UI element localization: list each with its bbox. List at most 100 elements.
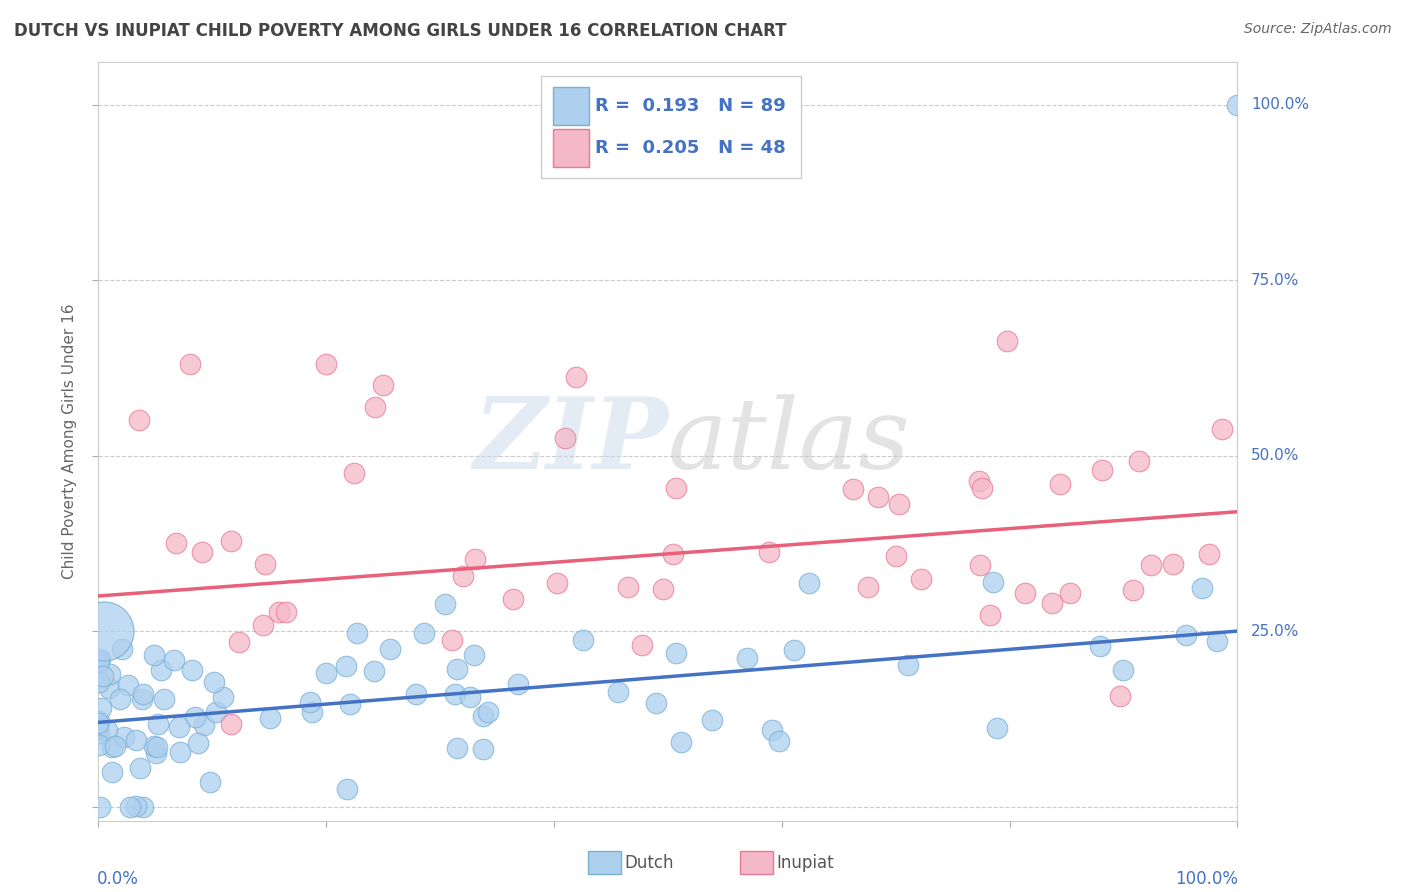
Point bbox=[87, 675, 110, 690]
Point bbox=[443, 688, 465, 702]
Point bbox=[1112, 663, 1135, 677]
Point bbox=[472, 742, 495, 756]
Point bbox=[343, 466, 366, 480]
Text: 100.0%: 100.0% bbox=[1175, 870, 1239, 888]
Text: 25.0%: 25.0% bbox=[1251, 624, 1299, 639]
Point bbox=[169, 745, 191, 759]
Point bbox=[645, 697, 668, 711]
Point bbox=[761, 723, 783, 737]
Point bbox=[433, 597, 456, 611]
Point bbox=[630, 638, 652, 652]
Point bbox=[1139, 558, 1161, 572]
Point bbox=[735, 650, 758, 665]
Point bbox=[986, 722, 1008, 736]
Point bbox=[506, 677, 529, 691]
Point bbox=[969, 558, 991, 573]
Point bbox=[856, 581, 879, 595]
Text: R =  0.205   N = 48: R = 0.205 N = 48 bbox=[595, 139, 786, 157]
Point bbox=[471, 709, 494, 723]
Point bbox=[702, 713, 724, 727]
Point bbox=[572, 632, 595, 647]
Point bbox=[477, 705, 499, 719]
Point bbox=[87, 716, 110, 731]
Point bbox=[446, 662, 468, 676]
Point bbox=[112, 731, 135, 745]
Point bbox=[191, 545, 214, 559]
Point bbox=[89, 726, 111, 740]
Point bbox=[363, 664, 385, 678]
Point bbox=[87, 657, 110, 672]
Point bbox=[1122, 583, 1144, 598]
Point bbox=[868, 490, 890, 504]
Point bbox=[1128, 453, 1150, 467]
Point bbox=[146, 716, 169, 731]
Point bbox=[146, 739, 169, 754]
Point bbox=[405, 687, 427, 701]
Point bbox=[124, 733, 146, 747]
Point bbox=[995, 334, 1018, 349]
Point bbox=[274, 605, 297, 619]
Text: Source: ZipAtlas.com: Source: ZipAtlas.com bbox=[1244, 22, 1392, 37]
Point bbox=[128, 413, 150, 427]
Point bbox=[617, 580, 640, 594]
Point bbox=[463, 648, 485, 662]
Point bbox=[89, 652, 111, 666]
Point bbox=[607, 684, 630, 698]
Point bbox=[301, 705, 323, 719]
Point bbox=[910, 572, 932, 586]
Point bbox=[967, 474, 990, 488]
Point bbox=[163, 653, 186, 667]
Point bbox=[1191, 581, 1213, 595]
Point bbox=[1109, 689, 1132, 703]
Point bbox=[661, 547, 683, 561]
Point bbox=[981, 575, 1004, 590]
Text: 75.0%: 75.0% bbox=[1251, 273, 1299, 287]
Text: Dutch: Dutch bbox=[624, 854, 673, 871]
Point bbox=[336, 782, 359, 797]
Point bbox=[228, 635, 250, 649]
Point bbox=[378, 641, 401, 656]
Point bbox=[117, 678, 139, 692]
Point bbox=[211, 690, 233, 705]
Point bbox=[1049, 476, 1071, 491]
Point bbox=[120, 799, 142, 814]
Point bbox=[132, 687, 155, 701]
Point bbox=[143, 739, 166, 753]
Point bbox=[335, 659, 357, 673]
Text: DUTCH VS INUPIAT CHILD POVERTY AMONG GIRLS UNDER 16 CORRELATION CHART: DUTCH VS INUPIAT CHILD POVERTY AMONG GIR… bbox=[14, 22, 786, 40]
Point bbox=[129, 761, 152, 775]
Point bbox=[149, 663, 172, 677]
Point bbox=[202, 674, 225, 689]
Point bbox=[783, 643, 806, 657]
Point bbox=[187, 736, 209, 750]
Point bbox=[111, 641, 134, 656]
Point bbox=[315, 357, 337, 371]
Point bbox=[145, 747, 167, 761]
Point bbox=[1174, 628, 1197, 642]
Point bbox=[464, 552, 486, 566]
Point bbox=[799, 575, 821, 590]
Point bbox=[219, 534, 242, 549]
Point bbox=[193, 718, 215, 732]
Point bbox=[315, 666, 337, 681]
Text: ZIP: ZIP bbox=[472, 393, 668, 490]
Point bbox=[165, 536, 187, 550]
Point bbox=[458, 690, 481, 704]
Point bbox=[269, 605, 291, 619]
Y-axis label: Child Poverty Among Girls Under 16: Child Poverty Among Girls Under 16 bbox=[62, 304, 77, 579]
Point bbox=[219, 717, 242, 731]
Point bbox=[98, 666, 121, 681]
Point bbox=[125, 799, 148, 814]
Point bbox=[665, 481, 688, 495]
Text: Inupiat: Inupiat bbox=[776, 854, 834, 871]
Point bbox=[1088, 639, 1111, 653]
Point bbox=[554, 431, 576, 445]
Point bbox=[108, 692, 131, 706]
Point bbox=[253, 557, 276, 571]
Point bbox=[1163, 558, 1185, 572]
Point bbox=[451, 569, 474, 583]
Point bbox=[884, 549, 907, 563]
Text: R =  0.193   N = 89: R = 0.193 N = 89 bbox=[595, 97, 786, 115]
Point bbox=[91, 669, 114, 683]
Point bbox=[758, 544, 780, 558]
